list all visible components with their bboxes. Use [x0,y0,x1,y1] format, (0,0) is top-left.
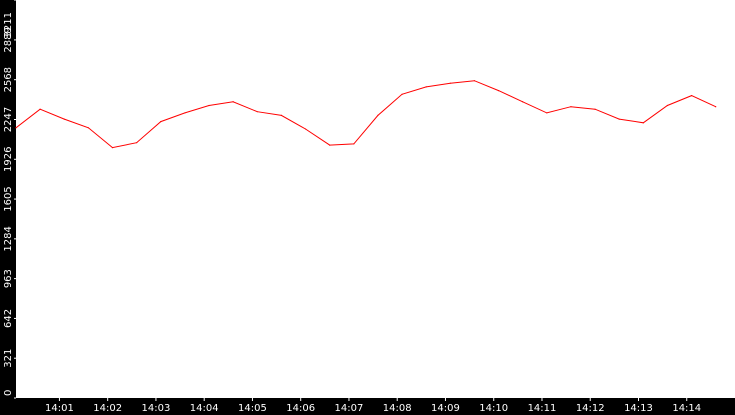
series-line [15,80,716,149]
data-point [304,128,307,130]
y-tick-label: 3211 [3,12,14,37]
x-axis-band [0,398,735,415]
x-tick-label: 14:03 [142,403,171,414]
data-point [425,86,427,88]
data-point [497,90,500,92]
x-axis-ticks: 14:01 14:02 14:03 14:04 14:05 14:06 14:07 14:08… [45,398,701,414]
x-tick-label: 14:05 [238,403,267,414]
data-point [232,101,234,103]
x-tick-label: 14:14 [672,403,701,414]
x-tick-label: 14:02 [93,403,122,414]
data-point [280,114,283,116]
data-point [449,82,451,84]
data-point [87,127,89,129]
y-tick-label: 642 [3,309,14,328]
series-layer [15,80,717,149]
data-point [111,147,114,149]
data-point [353,143,355,145]
x-tick-label: 14:10 [479,403,508,414]
data-point [522,101,524,103]
y-tick-label: 321 [3,349,14,368]
y-axis-band [0,0,16,398]
y-tick-label: 963 [3,269,14,288]
x-tick-label: 14:07 [335,403,364,414]
data-point [690,94,693,97]
x-tick-label: 14:13 [624,403,653,414]
data-point [160,120,162,123]
x-tick-label: 14:12 [576,403,605,414]
y-tick-label: 0 [3,390,14,396]
x-tick-label: 14:01 [45,403,74,414]
y-tick-label: 2247 [3,107,14,132]
data-point [546,112,548,114]
x-tick-label: 14:09 [431,403,460,414]
y-tick-label: 1605 [3,186,14,211]
data-point [136,142,138,144]
data-point [618,118,620,120]
data-point [473,80,476,82]
data-point [570,106,572,108]
x-tick-label: 14:06 [286,403,315,414]
data-point [63,118,65,120]
y-tick-label: 2889 [3,27,14,52]
data-point [184,112,186,114]
data-point [642,122,644,124]
x-tick-label: 14:11 [528,403,557,414]
data-point [594,108,596,110]
x-tick-label: 14:08 [383,403,412,414]
data-point [401,93,403,95]
data-point [329,144,331,146]
y-tick-label: 2568 [3,67,14,92]
data-point [666,104,669,107]
data-point [256,111,258,113]
data-point [208,104,210,107]
data-point [377,114,379,116]
y-tick-label: 1284 [3,226,14,251]
y-tick-label: 1926 [3,147,14,172]
data-point [39,108,41,110]
data-point [715,106,717,108]
data-point [15,127,17,129]
x-tick-label: 14:04 [190,403,219,414]
